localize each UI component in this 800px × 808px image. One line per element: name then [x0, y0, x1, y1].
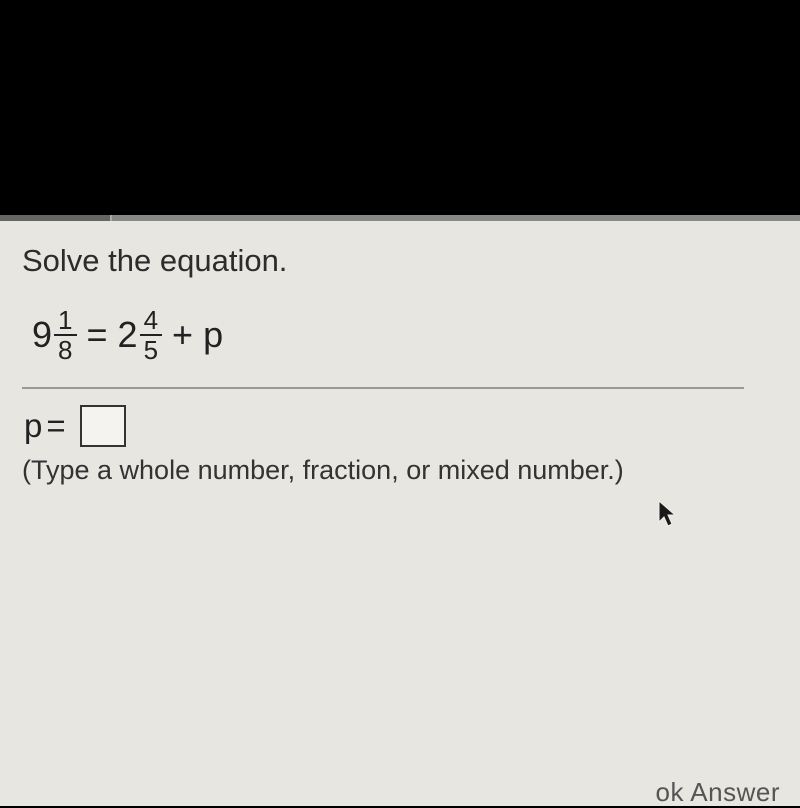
- right-mixed-number: 2 4 5: [118, 307, 163, 363]
- answer-line: p =: [24, 405, 774, 447]
- tab-stub: [0, 215, 112, 221]
- answer-variable: p: [24, 407, 42, 445]
- instruction-text: Solve the equation.: [22, 243, 774, 279]
- right-whole: 2: [118, 314, 138, 356]
- equals-sign: =: [87, 314, 108, 356]
- worksheet-panel: Solve the equation. 9 1 8 = 2 4 5 + p: [0, 215, 800, 806]
- plus-sign: +: [172, 314, 193, 356]
- section-divider: [22, 387, 744, 389]
- left-denominator: 8: [54, 336, 76, 363]
- left-fraction: 1 8: [54, 307, 76, 363]
- left-numerator: 1: [54, 307, 76, 336]
- footer-fragment: ok Answer: [656, 777, 780, 808]
- right-fraction: 4 5: [140, 307, 162, 363]
- answer-input-box[interactable]: [80, 405, 126, 447]
- answer-hint: (Type a whole number, fraction, or mixed…: [22, 455, 774, 486]
- content-area: Solve the equation. 9 1 8 = 2 4 5 + p: [0, 221, 800, 486]
- right-denominator: 5: [140, 336, 162, 363]
- left-mixed-number: 9 1 8: [32, 307, 77, 363]
- right-numerator: 4: [140, 307, 162, 336]
- left-whole: 9: [32, 314, 52, 356]
- equation: 9 1 8 = 2 4 5 + p: [32, 307, 774, 363]
- variable-p: p: [203, 314, 223, 356]
- answer-equals: =: [46, 407, 65, 445]
